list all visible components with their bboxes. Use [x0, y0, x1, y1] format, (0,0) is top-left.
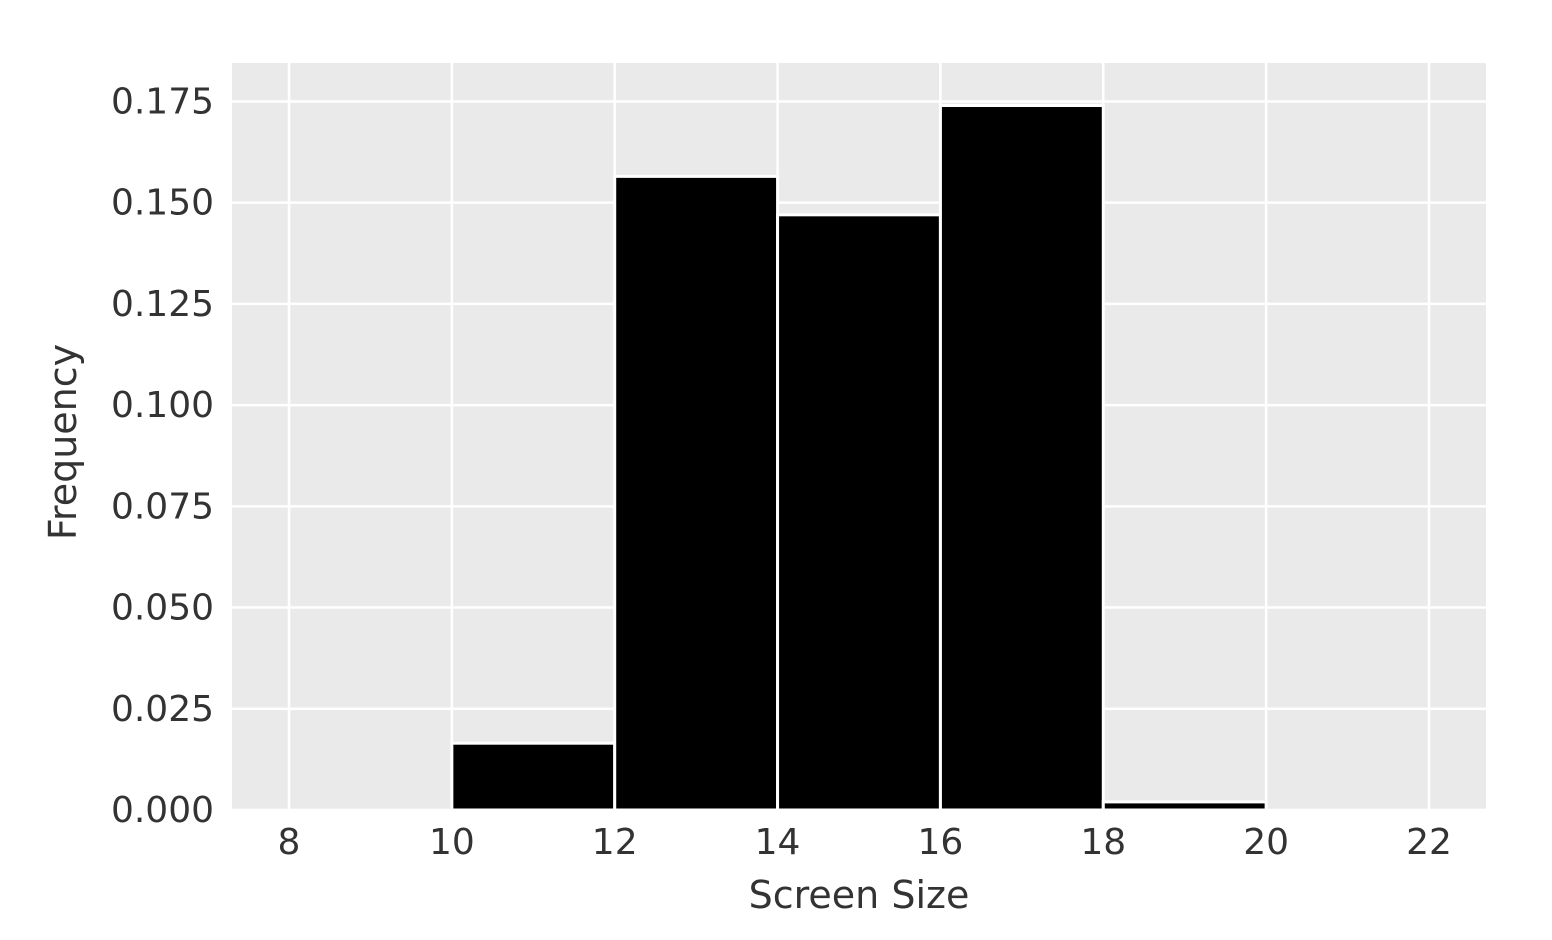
x-tick-label: 14 [755, 822, 801, 863]
x-tick-label: 10 [429, 822, 475, 863]
histogram-bar [776, 213, 942, 812]
y-tick-label: 0.125 [111, 284, 214, 325]
y-tick-label: 0.000 [111, 790, 214, 831]
histogram-bar [938, 104, 1105, 812]
y-tick-label: 0.150 [111, 183, 214, 224]
x-tick-label: 16 [918, 822, 964, 863]
y-tick-label: 0.025 [111, 689, 214, 730]
x-tick-label: 20 [1243, 822, 1289, 863]
x-tick-label: 22 [1406, 822, 1452, 863]
x-tick-label: 18 [1080, 822, 1126, 863]
y-tick-label: 0.075 [111, 486, 214, 527]
histogram-bar [613, 174, 780, 812]
histogram-bars [450, 104, 1268, 812]
x-tick-label: 8 [278, 822, 301, 863]
x-axis-ticks: 8 10 12 14 16 18 20 22 [278, 822, 1452, 863]
x-tick-label: 12 [592, 822, 638, 863]
histogram-bar [450, 741, 617, 812]
y-tick-label: 0.050 [111, 588, 214, 629]
y-axis-label: Frequency [41, 344, 85, 540]
x-axis-label: Screen Size [749, 873, 970, 917]
y-axis-ticks: 0.000 0.025 0.050 0.075 0.100 0.125 0.150 0.175 [111, 81, 214, 831]
histogram-bar [1101, 800, 1268, 812]
y-tick-label: 0.175 [111, 81, 214, 122]
y-tick-label: 0.100 [111, 385, 214, 426]
